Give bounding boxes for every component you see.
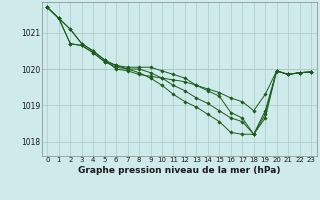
X-axis label: Graphe pression niveau de la mer (hPa): Graphe pression niveau de la mer (hPa): [78, 166, 280, 175]
